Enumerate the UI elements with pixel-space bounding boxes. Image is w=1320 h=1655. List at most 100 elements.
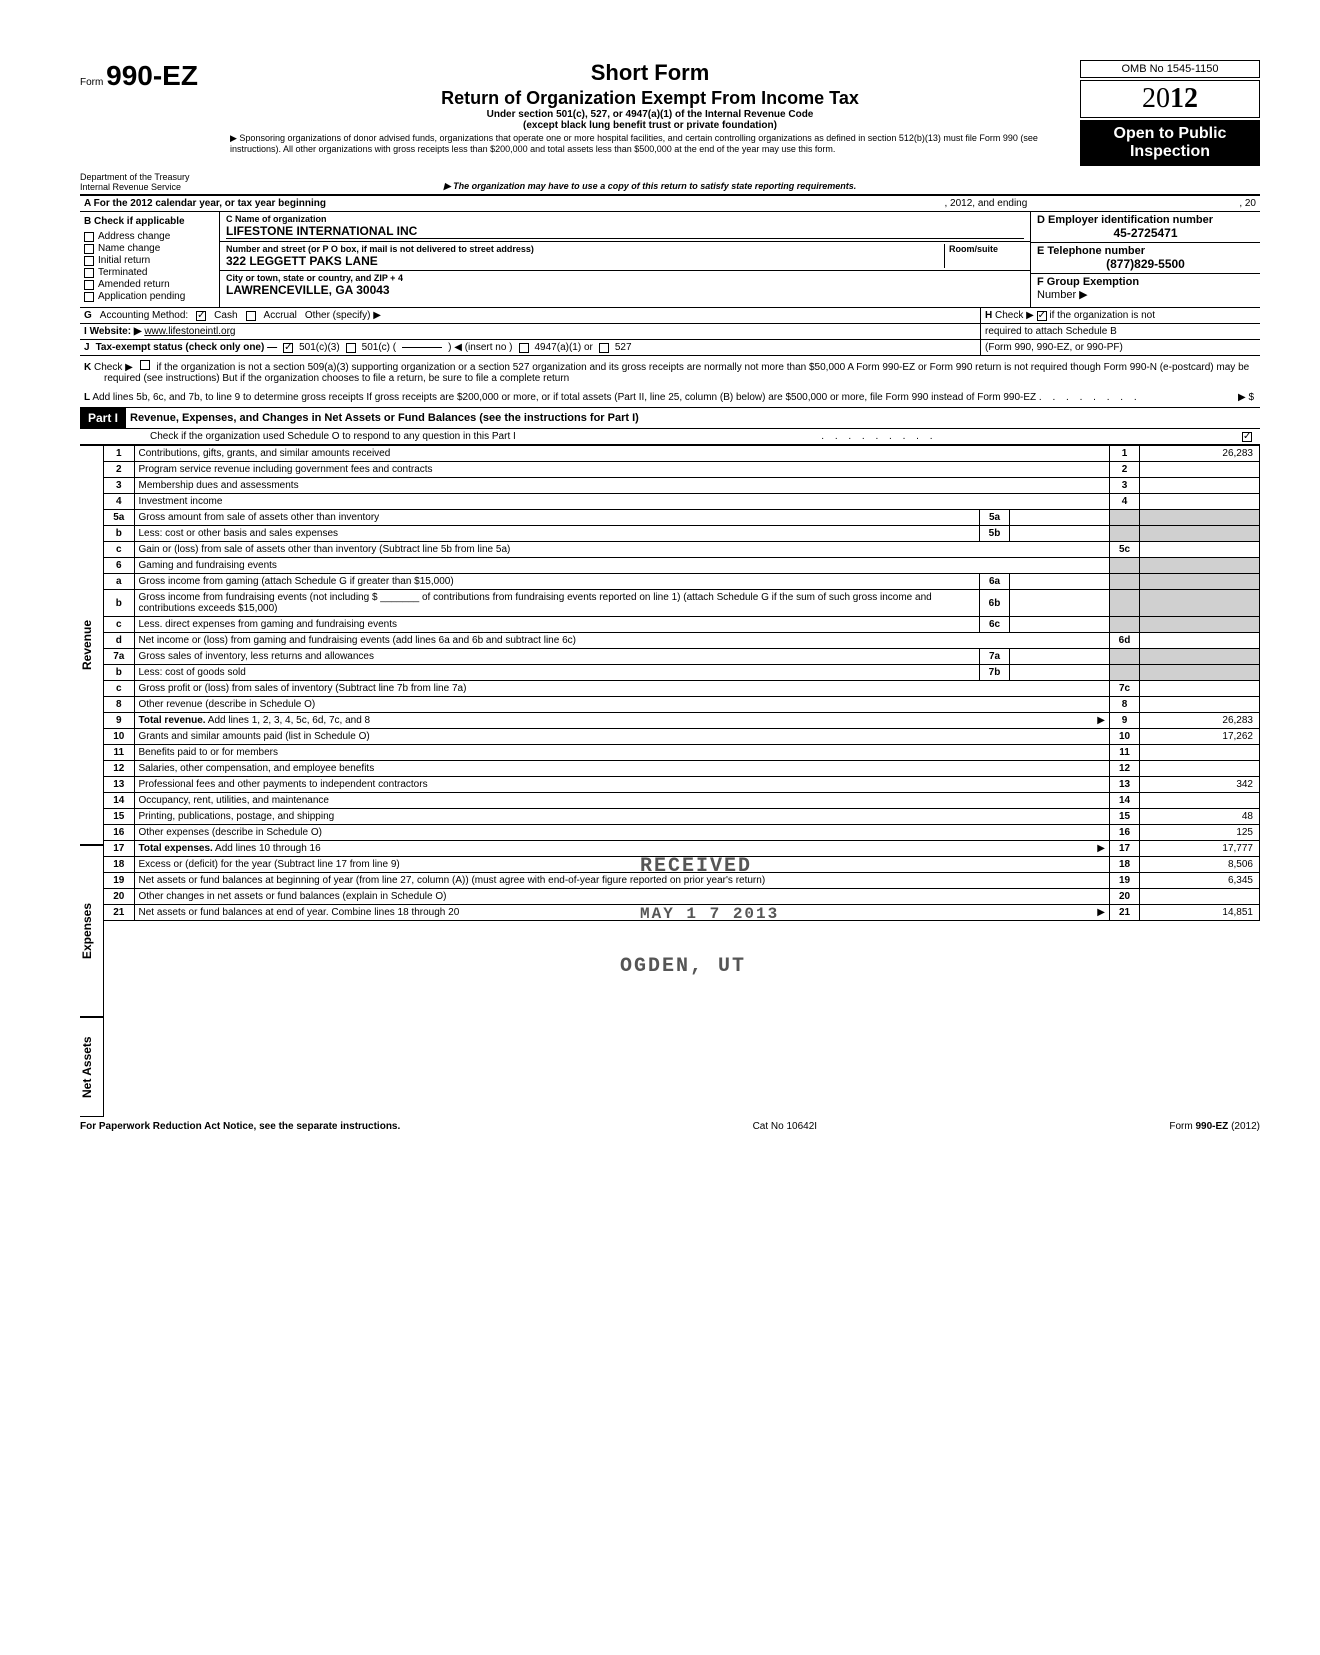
line-desc: Membership dues and assessments [134,478,1110,494]
line-desc: Benefits paid to or for members [134,745,1110,761]
k-label: Check ▶ [94,362,133,373]
right-num: 4 [1110,494,1140,510]
lbl-group-number: Number ▶ [1037,289,1088,301]
line-number: 1 [104,446,134,462]
ein: 45-2725471 [1037,226,1254,240]
side-revenue: Revenue [80,445,104,845]
line-row: 18Excess or (deficit) for the year (Subt… [104,857,1260,873]
chk-name-change[interactable] [84,244,94,254]
right-val: 17,777 [1140,841,1260,857]
right-val [1140,889,1260,905]
right-val: 8,506 [1140,857,1260,873]
h-lead: H [985,310,992,321]
right-num: 1 [1110,446,1140,462]
h-cont2: (Form 990, 990-EZ, or 990-PF) [980,340,1260,355]
line-number: b [104,526,134,542]
h-text2: if the organization is not [1049,310,1155,321]
line-number: 6 [104,558,134,574]
line-desc: Less. direct expenses from gaming and fu… [134,617,980,633]
right-val [1140,494,1260,510]
side-expenses: Expenses [80,845,104,1017]
grey-cell [1140,510,1260,526]
grey-cell [1110,617,1140,633]
sponsor-note: ▶ Sponsoring organizations of donor advi… [230,133,1070,154]
grey-cell [1110,665,1140,681]
line-desc: Gross income from gaming (attach Schedul… [134,574,980,590]
line-row: 6Gaming and fundraising events [104,558,1260,574]
lbl-501c3: 501(c)(3) [299,342,340,353]
chk-address-change[interactable] [84,232,94,242]
line-desc: Total expenses. Add lines 10 through 16▶ [134,841,1110,857]
i-lead: I [84,326,87,337]
form-number: 990-EZ [106,60,198,91]
form-number-block: Form 990-EZ [80,60,220,92]
chk-accrual[interactable] [246,311,256,321]
line-desc: Less: cost of goods sold [134,665,980,681]
line-number: 21 [104,905,134,921]
line-number: c [104,617,134,633]
right-num: 21 [1110,905,1140,921]
right-num: 13 [1110,777,1140,793]
right-val: 342 [1140,777,1260,793]
right-val [1140,697,1260,713]
line-row: 11Benefits paid to or for members11 [104,745,1260,761]
j-label: Tax-exempt status (check only one) — [96,342,278,353]
line-number: 7a [104,649,134,665]
identity-grid: B Check if applicable Address change Nam… [80,212,1260,308]
chk-501c[interactable] [346,343,356,353]
line-number: d [104,633,134,649]
chk-schedule-b[interactable] [1037,311,1047,321]
h-cont1: required to attach Schedule B [980,324,1260,339]
grey-cell [1140,526,1260,542]
lbl-initial-return: Initial return [98,255,150,266]
line-number: 12 [104,761,134,777]
lbl-room: Room/suite [949,244,1024,254]
chk-amended[interactable] [84,280,94,290]
right-val [1140,542,1260,558]
line-row: bGross income from fundraising events (n… [104,590,1260,617]
grey-cell [1110,526,1140,542]
chk-pending[interactable] [84,292,94,302]
line-desc: Professional fees and other payments to … [134,777,1110,793]
chk-4947[interactable] [519,343,529,353]
line-desc: Other changes in net assets or fund bala… [134,889,1110,905]
chk-terminated[interactable] [84,268,94,278]
grey-cell [1110,649,1140,665]
right-num: 10 [1110,729,1140,745]
line-desc: Occupancy, rent, utilities, and maintena… [134,793,1110,809]
lb‑accrual: Accrual [264,310,297,321]
chk-initial-return[interactable] [84,256,94,266]
lbl-4947: 4947(a)(1) or [535,342,593,353]
row-h: H Check ▶ if the organization is not [980,308,1260,323]
mid-val [1010,510,1110,526]
line-row: 7aGross sales of inventory, less returns… [104,649,1260,665]
section-de: D Employer identification number 45-2725… [1030,212,1260,307]
line-row: 5aGross amount from sale of assets other… [104,510,1260,526]
chk-part1-schedule-o[interactable] [1242,432,1252,442]
mid-val [1010,590,1110,617]
line-row: 9Total revenue. Add lines 1, 2, 3, 4, 5c… [104,713,1260,729]
line-row: 2Program service revenue including gover… [104,462,1260,478]
chk-501c3[interactable] [283,343,293,353]
lbl-terminated: Terminated [98,267,147,278]
line-row: bLess: cost or other basis and sales exp… [104,526,1260,542]
footer-paperwork: For Paperwork Reduction Act Notice, see … [80,1121,400,1132]
right-num: 2 [1110,462,1140,478]
website-url: www.lifestoneintl.org [144,326,235,337]
chk-cash[interactable] [196,311,206,321]
lbl-pending: Application pending [98,291,185,302]
line-row: 4Investment income4 [104,494,1260,510]
mid-val [1010,617,1110,633]
right-val: 14,851 [1140,905,1260,921]
line-number: 3 [104,478,134,494]
open-line2: Inspection [1083,143,1257,161]
mid-val [1010,665,1110,681]
chk-527[interactable] [599,343,609,353]
chk-k[interactable] [140,360,150,370]
section-b-header: B Check if applicable [84,216,215,227]
line-number: c [104,542,134,558]
phone: (877)829-5500 [1037,257,1254,271]
lbl-527: 527 [615,342,632,353]
right-val [1140,745,1260,761]
line-row: 14Occupancy, rent, utilities, and mainte… [104,793,1260,809]
